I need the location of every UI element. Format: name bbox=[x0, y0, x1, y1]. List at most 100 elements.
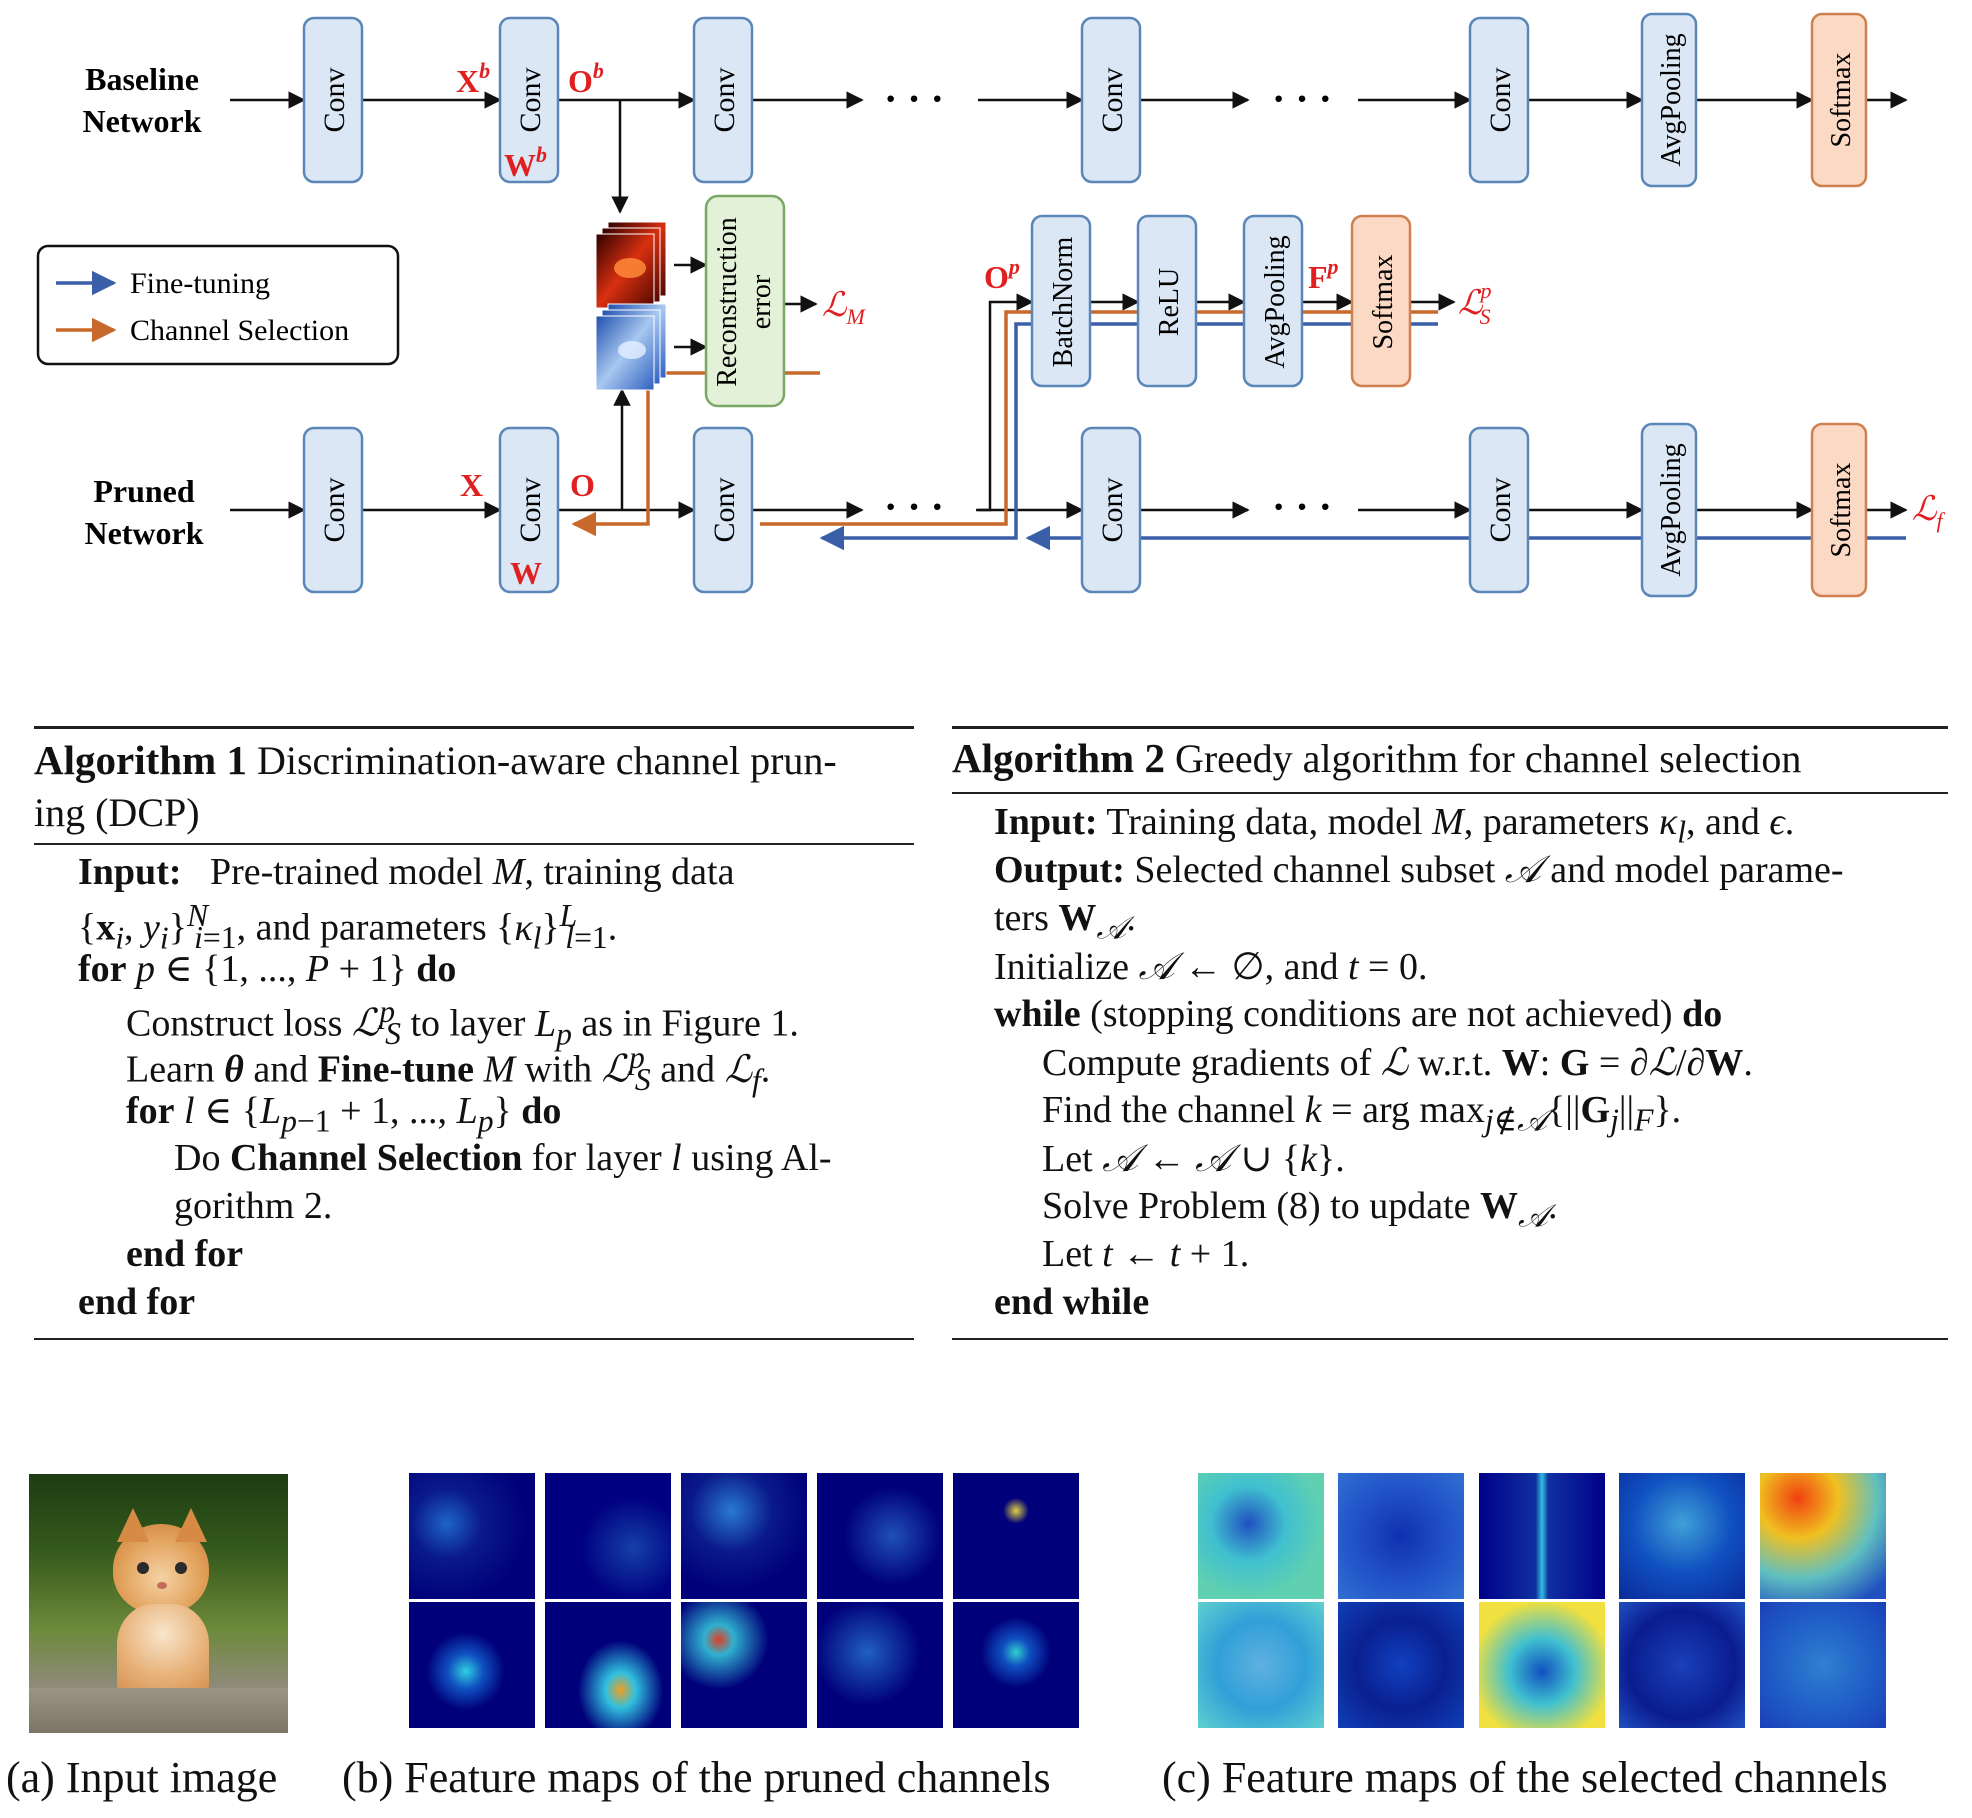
baseline-conv-1: Conv bbox=[302, 16, 364, 184]
svg-text:Network: Network bbox=[82, 103, 201, 139]
reconstruction-error-block: Reconstruction error bbox=[704, 194, 786, 408]
pruned-softmax: Softmax bbox=[1810, 422, 1868, 598]
pruned-feature-map-tile bbox=[817, 1602, 943, 1728]
algo1-for-p: for p ∈ {1, ..., P + 1} do bbox=[78, 948, 457, 990]
algorithm-2-title: Algorithm 2 Greedy algorithm for channel… bbox=[952, 735, 1802, 781]
svg-text:Softmax: Softmax bbox=[1826, 463, 1857, 558]
baseline-avgpooling: AvgPooling bbox=[1640, 12, 1698, 188]
baseline-conv-2: Conv bbox=[498, 16, 560, 184]
svg-text:AvgPooling: AvgPooling bbox=[1656, 33, 1687, 166]
svg-text:Conv: Conv bbox=[514, 477, 547, 542]
aux-softmax: Softmax bbox=[1350, 214, 1412, 388]
algo2-find-channel: Find the channel k = arg maxj∉𝒜{||Gj||F}… bbox=[1042, 1089, 1682, 1138]
svg-text:Conv: Conv bbox=[1096, 477, 1129, 542]
legend: Fine-tuning Channel Selection bbox=[36, 244, 400, 366]
pruned-feature-map-tile bbox=[681, 1602, 807, 1728]
selected-feature-map-tile bbox=[1760, 1473, 1886, 1599]
pruned-feature-map-tile bbox=[545, 1602, 671, 1728]
pruned-feature-map-tile bbox=[681, 1473, 807, 1599]
algo2-output: Output: Selected channel subset 𝒜 and mo… bbox=[994, 849, 1844, 891]
svg-text:Conv: Conv bbox=[514, 67, 547, 132]
algo2-let-t: Let t ← t + 1. bbox=[1042, 1233, 1250, 1275]
svg-text:· · ·: · · · bbox=[884, 76, 944, 121]
var-w: W bbox=[510, 555, 542, 591]
algo1-construct-loss: Construct loss ℒpS to layer Lp as in Fig… bbox=[126, 994, 799, 1052]
kitten-input-image bbox=[29, 1474, 288, 1733]
algo2-end-while: end while bbox=[994, 1281, 1150, 1323]
svg-text:Baseline: Baseline bbox=[85, 61, 199, 97]
pruned-feature-map-tile bbox=[953, 1602, 1079, 1728]
selected-feature-map-tile bbox=[1198, 1602, 1324, 1728]
algo2-while: while (stopping conditions are not achie… bbox=[994, 993, 1723, 1035]
algo2-solve: Solve Problem (8) to update W𝒜. bbox=[1042, 1185, 1558, 1234]
pruned-conv-2: Conv bbox=[498, 426, 560, 594]
svg-text:Conv: Conv bbox=[318, 67, 351, 132]
aux-batchnorm: BatchNorm bbox=[1030, 214, 1092, 388]
var-wb: Wb bbox=[504, 142, 547, 183]
pruned-conv-5: Conv bbox=[1468, 426, 1530, 594]
loss-labels: ℒM ℒp S ℒf bbox=[822, 278, 1946, 533]
selected-feature-map-tile bbox=[1338, 1473, 1464, 1599]
baseline-conv-4: Conv bbox=[1080, 16, 1142, 184]
svg-text:Softmax: Softmax bbox=[1368, 255, 1399, 350]
baseline-conv-3: Conv bbox=[692, 16, 754, 184]
baseline-softmax: Softmax bbox=[1810, 12, 1868, 188]
svg-text:AvgPooling: AvgPooling bbox=[1260, 235, 1291, 368]
selected-feature-map-tile bbox=[1479, 1602, 1605, 1728]
caption-b: (b) Feature maps of the pruned channels bbox=[342, 1753, 1051, 1802]
svg-text:Network: Network bbox=[84, 515, 203, 551]
aux-avgpooling: AvgPooling bbox=[1242, 214, 1304, 388]
algo2-compute-gradients: Compute gradients of ℒ w.r.t. W: G = ∂ℒ/… bbox=[1042, 1042, 1753, 1084]
baseline-connections bbox=[230, 91, 1908, 214]
baseline-conv-5: Conv bbox=[1468, 16, 1530, 184]
loss-lf: ℒf bbox=[1912, 491, 1946, 533]
algo1-do-channel-selection: Do Channel Selection for layer l using A… bbox=[174, 1137, 832, 1179]
aux-relu: ReLU bbox=[1136, 214, 1198, 388]
algo1-for-l: for l ∈ {Lp−1 + 1, ..., Lp} do bbox=[126, 1090, 562, 1139]
pruned-connections bbox=[230, 256, 1908, 519]
var-xb: Xb bbox=[456, 58, 490, 99]
pruned-ellipses: · · · · · · bbox=[884, 484, 1332, 529]
algo1-gorithm2: gorithm 2. bbox=[174, 1185, 333, 1227]
baseline-feature-maps-icon bbox=[595, 221, 667, 309]
svg-text:Softmax: Softmax bbox=[1826, 53, 1857, 148]
algo2-input: Input: Training data, model M, parameter… bbox=[994, 801, 1795, 850]
svg-text:Conv: Conv bbox=[318, 477, 351, 542]
svg-text:Conv: Conv bbox=[708, 477, 741, 542]
pruned-conv-4: Conv bbox=[1080, 426, 1142, 594]
pruned-network-label: Pruned Network bbox=[84, 473, 203, 551]
var-fp: Fp bbox=[1308, 254, 1339, 295]
svg-text:Conv: Conv bbox=[1484, 67, 1517, 132]
pruned-conv-1: Conv bbox=[302, 426, 364, 594]
svg-text:BatchNorm: BatchNorm bbox=[1048, 236, 1079, 367]
svg-text:error: error bbox=[746, 274, 777, 329]
algo1-input-line-2: {xi, yi}Ni=1, and parameters {κl}Ll=1. bbox=[78, 898, 618, 956]
var-op: Op bbox=[984, 254, 1020, 295]
svg-text:Conv: Conv bbox=[708, 67, 741, 132]
block-layer: Conv Conv Conv Conv Conv AvgPooling Soft… bbox=[302, 12, 1868, 598]
svg-text:ReLU: ReLU bbox=[1154, 268, 1185, 336]
caption-a: (a) Input image bbox=[6, 1753, 278, 1802]
selected-feature-map-tile bbox=[1760, 1602, 1886, 1728]
algo1-end-for-inner: end for bbox=[126, 1233, 244, 1275]
algo1-learn-theta: Learn θ and Fine-tune M with ℒpS and ℒf. bbox=[126, 1040, 771, 1098]
loss-lm: ℒM bbox=[822, 287, 867, 329]
var-x: X bbox=[460, 467, 483, 503]
var-ob: Ob bbox=[568, 58, 604, 99]
pruned-feature-map-tile bbox=[953, 1473, 1079, 1599]
pruned-feature-map-tile bbox=[817, 1473, 943, 1599]
baseline-network-label: Baseline Network bbox=[82, 61, 201, 139]
legend-fine-tuning-label: Fine-tuning bbox=[130, 267, 270, 300]
baseline-ellipses: · · · · · · bbox=[884, 76, 1332, 121]
selected-feature-map-tile bbox=[1619, 1473, 1745, 1599]
pruned-feature-map-tile bbox=[409, 1602, 535, 1728]
variable-labels: Xb Ob Wb X O W Op Fp bbox=[456, 58, 1339, 591]
svg-text:Conv: Conv bbox=[1484, 477, 1517, 542]
svg-text:· · ·: · · · bbox=[884, 484, 944, 529]
algo2-initialize: Initialize 𝒜 ← ∅, and t = 0. bbox=[994, 946, 1428, 988]
fine-tuning-paths bbox=[819, 322, 1906, 551]
svg-text:· · ·: · · · bbox=[1272, 484, 1332, 529]
pruned-feature-maps-icon bbox=[595, 303, 667, 391]
pruned-feature-map-tile bbox=[545, 1473, 671, 1599]
svg-text:· · ·: · · · bbox=[1272, 76, 1332, 121]
